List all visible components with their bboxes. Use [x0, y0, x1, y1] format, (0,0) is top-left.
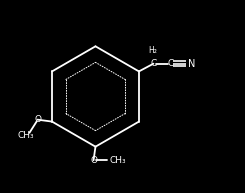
Text: N: N	[188, 59, 195, 69]
Text: C: C	[150, 59, 157, 68]
Text: CH₃: CH₃	[18, 131, 34, 140]
Text: O: O	[34, 115, 41, 124]
Text: H₂: H₂	[148, 46, 157, 55]
Text: CH₃: CH₃	[110, 156, 127, 165]
Text: O: O	[90, 156, 97, 165]
Text: C: C	[168, 59, 174, 68]
